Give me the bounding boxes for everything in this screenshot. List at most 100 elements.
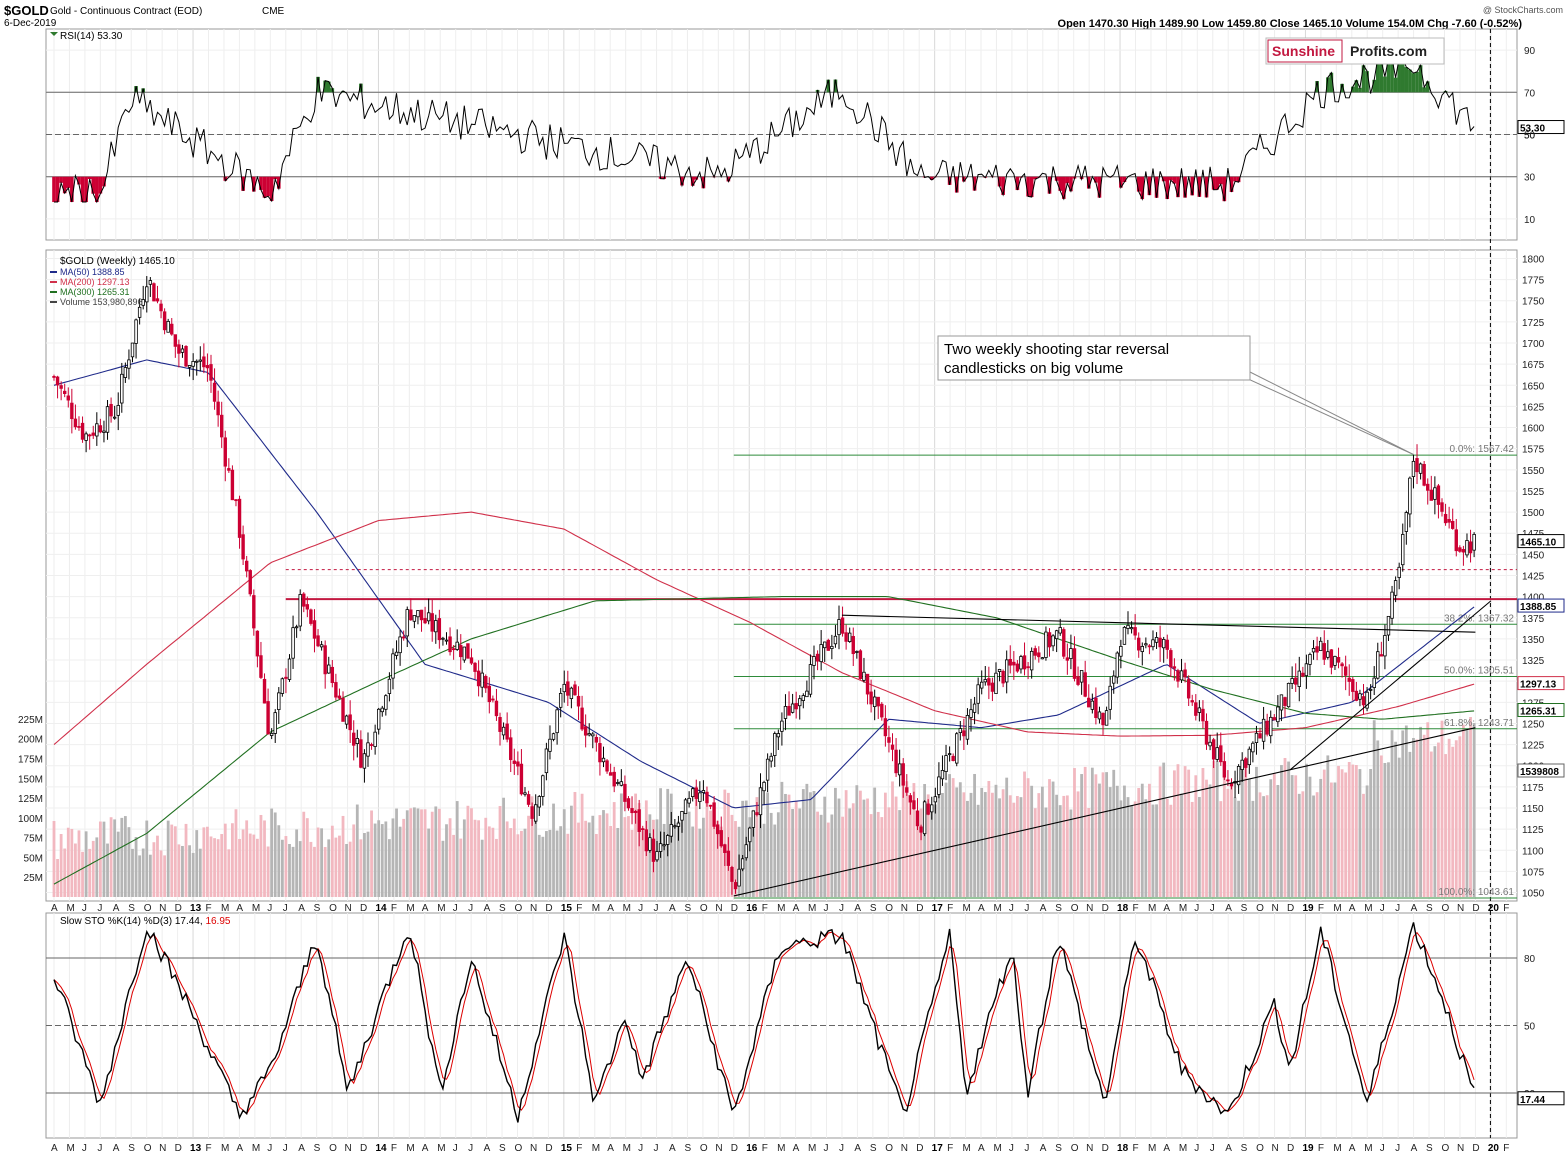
month-label: 20 bbox=[1488, 1143, 1500, 1154]
volume-bar bbox=[52, 821, 56, 897]
volume-bar bbox=[1090, 767, 1094, 897]
volume-bar bbox=[188, 845, 191, 897]
candle-body bbox=[509, 737, 513, 761]
volume-bar bbox=[898, 810, 902, 897]
candle-body bbox=[847, 632, 852, 642]
rsi-overbought-fill bbox=[833, 79, 838, 93]
volume-bar bbox=[1458, 736, 1462, 897]
candle-body bbox=[1122, 626, 1127, 645]
month-label: D bbox=[1287, 1143, 1294, 1154]
volume-bar bbox=[330, 825, 334, 897]
candle-body bbox=[1261, 718, 1266, 742]
candle-body bbox=[972, 703, 977, 713]
volume-bar bbox=[1162, 762, 1166, 897]
candle-body bbox=[1219, 745, 1223, 763]
month-label: 17 bbox=[932, 1143, 944, 1154]
candle-body bbox=[915, 810, 920, 827]
candle-body bbox=[59, 385, 63, 389]
candle-body bbox=[762, 781, 766, 792]
volume-bar bbox=[705, 798, 709, 897]
candle-body bbox=[1129, 627, 1134, 630]
price-axis-label: 1325 bbox=[1522, 656, 1545, 667]
candle-body bbox=[166, 320, 170, 333]
volume-bar bbox=[987, 780, 991, 897]
month-label: J bbox=[1395, 1143, 1400, 1154]
month-label: A bbox=[236, 903, 243, 914]
month-label: S bbox=[870, 1143, 877, 1154]
candle-body bbox=[1119, 646, 1123, 657]
rsi-oversold-fill bbox=[91, 176, 96, 194]
candle-body bbox=[887, 737, 891, 743]
month-label: S bbox=[499, 903, 506, 914]
candle-body bbox=[1254, 732, 1259, 743]
candle-body bbox=[544, 748, 549, 774]
candle-body bbox=[808, 664, 813, 695]
volume-axis-label: 75M bbox=[24, 834, 43, 845]
candle-body bbox=[1147, 645, 1152, 648]
candle-body bbox=[91, 432, 95, 436]
candle-body bbox=[1272, 717, 1277, 721]
rsi-oversold-fill bbox=[55, 176, 60, 203]
rsi-overbought-fill bbox=[1379, 61, 1384, 93]
volume-bar bbox=[1219, 801, 1223, 897]
volume-bar bbox=[1030, 785, 1034, 897]
volume-bar bbox=[773, 824, 777, 897]
candle-body bbox=[730, 866, 734, 882]
rsi-oversold-fill bbox=[1236, 176, 1241, 183]
candle-body bbox=[180, 348, 185, 353]
candle-body bbox=[715, 824, 720, 835]
candle-body bbox=[305, 604, 310, 610]
rsi-oversold-fill bbox=[1122, 176, 1127, 183]
volume-bar bbox=[1365, 785, 1369, 897]
price-axis-label: 1175 bbox=[1522, 783, 1544, 794]
candle-body bbox=[1276, 706, 1280, 723]
volume-bar bbox=[191, 852, 195, 897]
volume-axis-label: 150M bbox=[18, 774, 43, 785]
volume-bar bbox=[1140, 783, 1144, 897]
volume-bar bbox=[712, 811, 716, 897]
rsi-oversold-fill bbox=[1047, 176, 1052, 194]
volume-bar bbox=[769, 812, 773, 897]
volume-bar bbox=[901, 776, 905, 897]
volume-bar bbox=[1429, 751, 1433, 897]
month-label: F bbox=[1318, 1143, 1324, 1154]
volume-bar bbox=[776, 812, 780, 897]
volume-bar bbox=[698, 828, 702, 897]
horizontal-levels: 0.0%: 1567.42 38.2%: 1367.32 50.0%: 1305.5… bbox=[285, 444, 1517, 899]
candle-body bbox=[1240, 759, 1244, 770]
volume-bar bbox=[1151, 804, 1155, 897]
candle-body bbox=[1368, 688, 1373, 691]
volume-bar bbox=[1290, 775, 1294, 897]
candle-body bbox=[1094, 697, 1098, 718]
candle-body bbox=[541, 775, 545, 797]
candle-body bbox=[127, 359, 131, 369]
volume-bar bbox=[1222, 762, 1226, 897]
month-label: M bbox=[623, 903, 631, 914]
month-label: S bbox=[1055, 903, 1062, 914]
month-label: 14 bbox=[375, 1143, 387, 1154]
month-label: J bbox=[1395, 903, 1400, 914]
candle-body bbox=[316, 635, 320, 647]
month-label: N bbox=[159, 903, 166, 914]
month-label: D bbox=[175, 903, 182, 914]
price-axis-label: 1525 bbox=[1522, 487, 1545, 498]
month-label: O bbox=[1442, 1143, 1450, 1154]
candle-body bbox=[1008, 658, 1012, 666]
month-label: A bbox=[236, 1143, 243, 1154]
volume-bar bbox=[812, 791, 816, 897]
month-label: A bbox=[1225, 1143, 1232, 1154]
volume-bar bbox=[59, 834, 63, 897]
month-label: A bbox=[422, 1143, 429, 1154]
volume-last-label-box bbox=[1517, 763, 1565, 778]
volume-bar bbox=[1305, 763, 1308, 897]
month-label: D bbox=[916, 903, 923, 914]
candle-body bbox=[277, 692, 281, 711]
volume-bar bbox=[1444, 754, 1447, 897]
candle-body bbox=[551, 733, 556, 740]
rsi-oversold-fill bbox=[1147, 176, 1152, 196]
volume-bar bbox=[516, 834, 520, 897]
rsi-oversold-fill bbox=[1033, 176, 1038, 180]
rsi-oversold-fill bbox=[1001, 176, 1005, 195]
candle-body bbox=[462, 646, 467, 661]
candle-body bbox=[987, 678, 991, 686]
